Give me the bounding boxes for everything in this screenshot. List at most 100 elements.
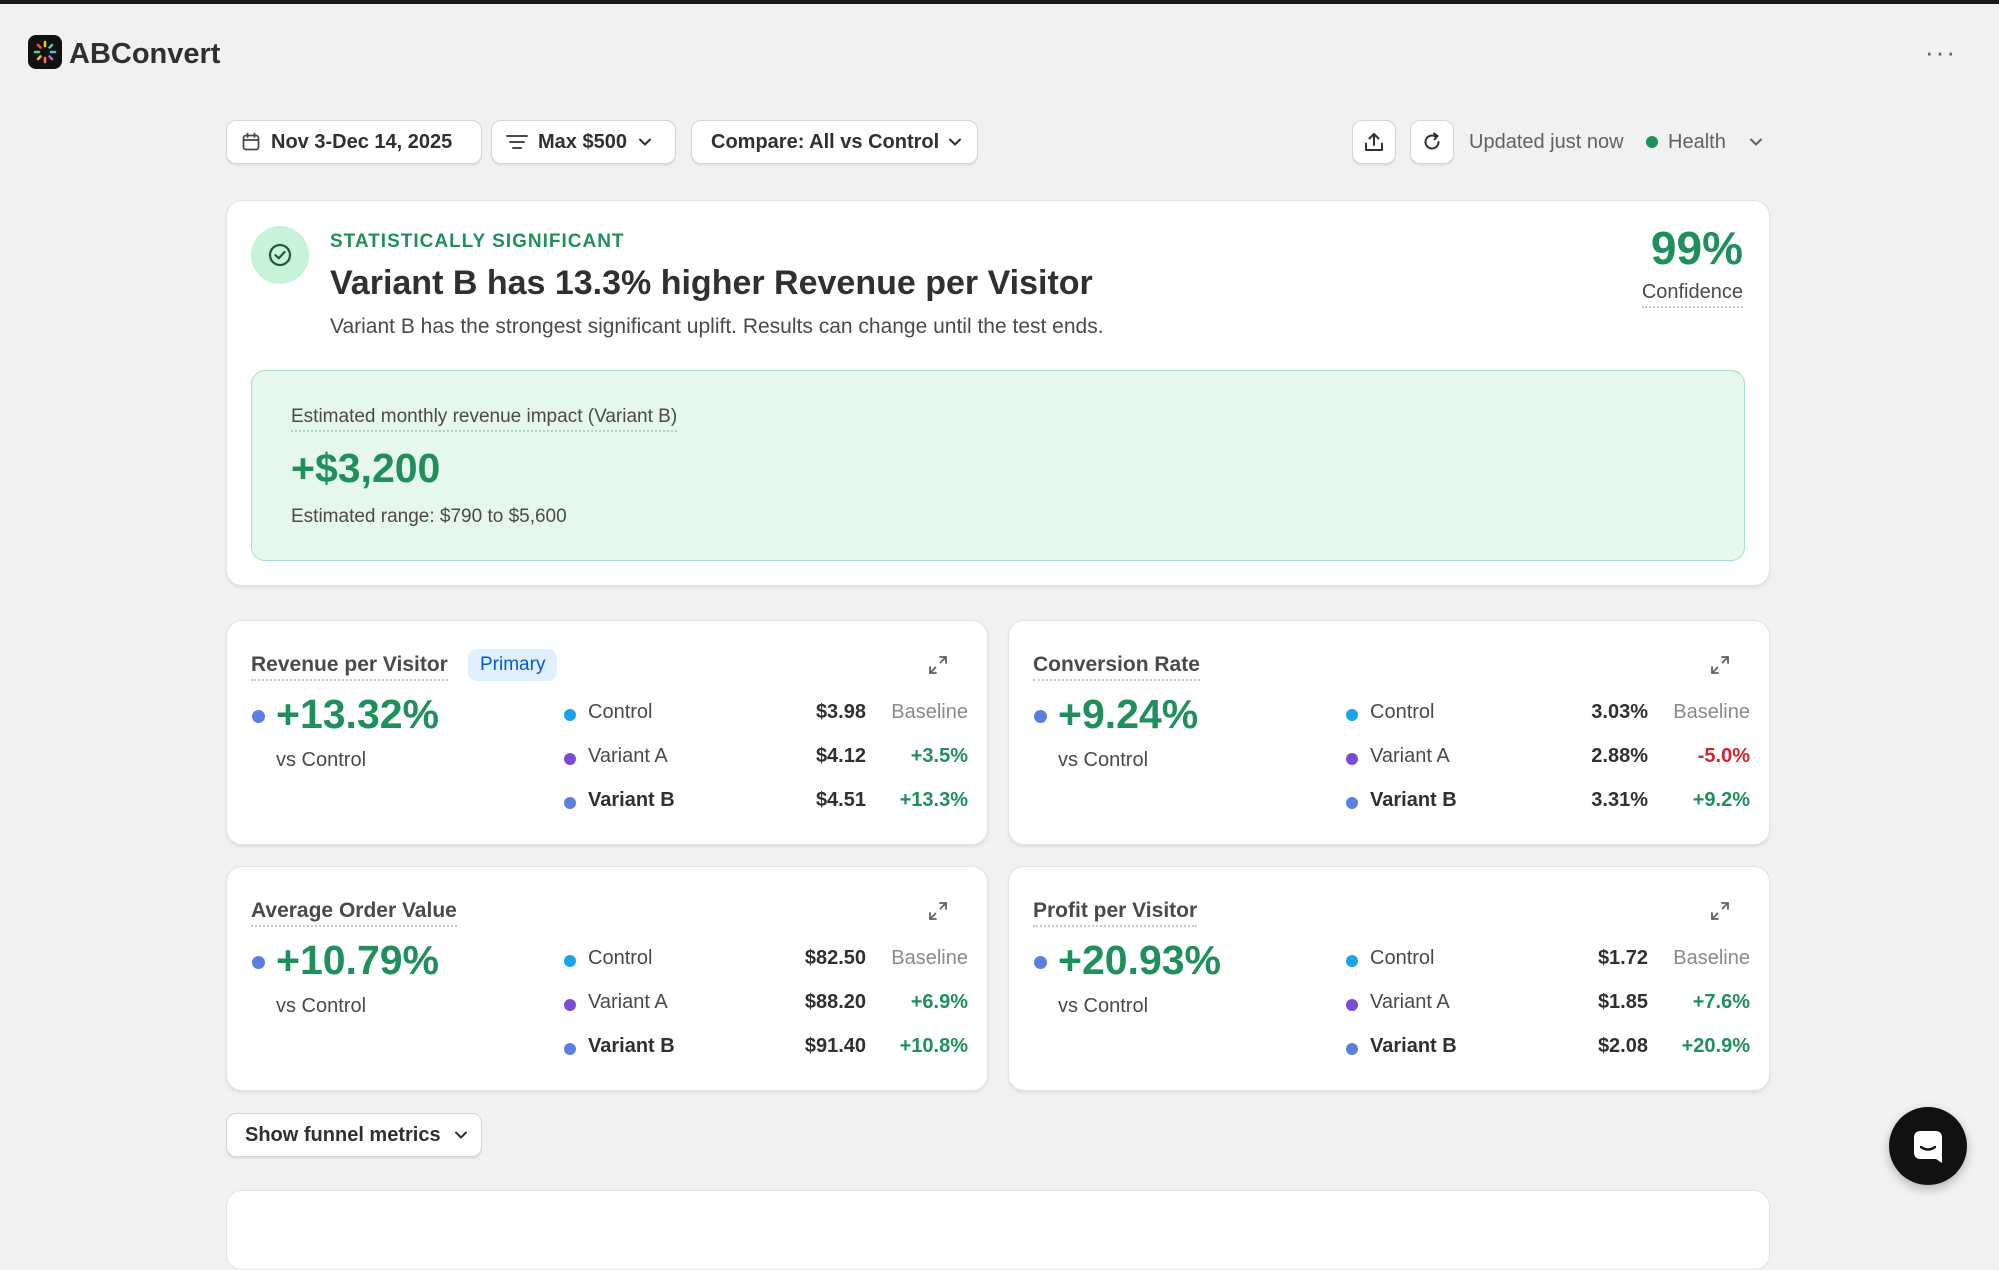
variant-name: Variant A [1370, 745, 1450, 767]
toolbar: Nov 3-Dec 14, 2025 Max $500 Compare: All… [226, 120, 1770, 164]
variant-delta: +7.6% [1692, 991, 1750, 1013]
compare-dropdown[interactable]: Compare: All vs Control [691, 120, 978, 164]
variant-name: Variant B [588, 789, 675, 811]
primary-badge: Primary [468, 649, 558, 681]
variant-b-dot [252, 956, 265, 969]
variant-value: $3.98 [815, 701, 866, 723]
metric-title[interactable]: Conversion Rate [1033, 653, 1200, 681]
impact-range: Estimated range: $790 to $5,600 [291, 506, 567, 527]
variant-value: $1.72 [1597, 947, 1648, 969]
metric-title[interactable]: Average Order Value [251, 899, 457, 927]
variant-delta: Baseline [1673, 701, 1750, 723]
metric-card-average-order-value: Average Order Value +10.79% vs Control C… [226, 866, 988, 1091]
filter-icon [506, 135, 528, 149]
variant-row-control: Control $82.50 Baseline [564, 945, 968, 989]
calendar-icon [242, 132, 260, 151]
expand-icon[interactable] [927, 654, 949, 676]
control-dot [1346, 709, 1358, 721]
variant-rows: Control $82.50 Baseline Variant A $88.20… [564, 945, 968, 1077]
variant-delta: +13.3% [899, 789, 968, 811]
control-dot [564, 955, 576, 967]
variant-a-dot [564, 999, 576, 1011]
variant-value: $1.85 [1597, 991, 1648, 1013]
more-options-button[interactable]: ··· [1925, 37, 1957, 67]
impact-label[interactable]: Estimated monthly revenue impact (Varian… [291, 406, 678, 432]
variant-b-dot [1034, 956, 1047, 969]
updated-status: Updated just now [1469, 131, 1624, 153]
variant-value: $4.51 [815, 789, 866, 811]
variant-a-dot [564, 753, 576, 765]
variant-row-control: Control 3.03% Baseline [1346, 699, 1750, 743]
abconvert-logo-icon [28, 35, 62, 69]
metric-uplift: +10.79% [276, 937, 439, 983]
variant-delta: +3.5% [910, 745, 968, 767]
chevron-down-icon [454, 1131, 467, 1139]
next-section-card [226, 1190, 1770, 1270]
metric-comparison-label: vs Control [1058, 995, 1149, 1017]
variant-name: Variant B [1370, 1035, 1457, 1057]
metric-title[interactable]: Profit per Visitor [1033, 899, 1198, 927]
health-dropdown[interactable]: Health [1646, 120, 1764, 164]
confidence-label[interactable]: Confidence [1641, 281, 1743, 308]
metric-title[interactable]: Revenue per Visitor [251, 653, 448, 681]
variant-name: Control [588, 701, 653, 723]
chevron-down-icon [949, 138, 962, 146]
variant-b-dot [1346, 797, 1358, 809]
date-range-picker[interactable]: Nov 3-Dec 14, 2025 [226, 120, 482, 164]
variant-a-dot [1346, 753, 1358, 765]
metric-uplift: +13.32% [276, 691, 439, 737]
variant-delta: -5.0% [1697, 745, 1750, 767]
expand-icon[interactable] [927, 900, 949, 922]
variant-rows: Control $1.72 Baseline Variant A $1.85 +… [1346, 945, 1750, 1077]
filter-dropdown[interactable]: Max $500 [491, 120, 676, 164]
variant-name: Control [1370, 701, 1435, 723]
variant-value: $4.12 [815, 745, 866, 767]
variant-b-dot [564, 1043, 576, 1055]
compare-label: Compare: All vs Control [711, 130, 940, 153]
upload-icon [1365, 133, 1383, 151]
significance-label: STATISTICALLY SIGNIFICANT [330, 231, 625, 252]
variant-name: Variant B [1370, 789, 1457, 811]
expand-icon[interactable] [1709, 654, 1731, 676]
variant-row-b: Variant B $2.08 +20.9% [1346, 1033, 1750, 1077]
control-dot [1346, 955, 1358, 967]
export-button[interactable] [1352, 120, 1396, 164]
variant-delta: +10.8% [899, 1035, 968, 1057]
metric-card-profit-per-visitor: Profit per Visitor +20.93% vs Control Co… [1008, 866, 1770, 1091]
show-funnel-metrics-button[interactable]: Show funnel metrics [226, 1113, 482, 1157]
metric-uplift: +9.24% [1058, 691, 1199, 737]
result-summary-card: STATISTICALLY SIGNIFICANT Variant B has … [226, 200, 1770, 586]
date-range-label: Nov 3-Dec 14, 2025 [271, 130, 453, 153]
refresh-button[interactable] [1410, 120, 1454, 164]
variant-delta: Baseline [891, 947, 968, 969]
variant-row-control: Control $1.72 Baseline [1346, 945, 1750, 989]
variant-b-dot [1034, 710, 1047, 723]
app-header: ABConvert ··· [0, 4, 1999, 96]
variant-b-dot [1346, 1043, 1358, 1055]
control-dot [564, 709, 576, 721]
result-subtitle: Variant B has the strongest significant … [330, 315, 1104, 338]
app-title: ABConvert [69, 38, 221, 70]
variant-name: Variant A [588, 745, 668, 767]
variant-name: Variant A [1370, 991, 1450, 1013]
variant-value: 2.88% [1591, 745, 1648, 767]
variant-value: $2.08 [1597, 1035, 1648, 1057]
variant-row-b: Variant B $4.51 +13.3% [564, 787, 968, 831]
impact-value: +$3,200 [291, 445, 441, 491]
metric-card-conversion-rate: Conversion Rate +9.24% vs Control Contro… [1008, 620, 1770, 845]
variant-value: 3.31% [1591, 789, 1648, 811]
variant-delta: Baseline [891, 701, 968, 723]
variant-delta: Baseline [1673, 947, 1750, 969]
variant-row-a: Variant A $88.20 +6.9% [564, 989, 968, 1033]
chat-launcher-button[interactable] [1889, 1107, 1967, 1185]
expand-icon[interactable] [1709, 900, 1731, 922]
variant-row-control: Control $3.98 Baseline [564, 699, 968, 743]
chevron-down-icon [1749, 138, 1762, 146]
metric-card-revenue-per-visitor: Revenue per Visitor Primary +13.32% vs C… [226, 620, 988, 845]
health-status-dot [1646, 136, 1658, 148]
top-border [0, 0, 1999, 4]
variant-value: $88.20 [804, 991, 866, 1013]
variant-row-a: Variant A 2.88% -5.0% [1346, 743, 1750, 787]
funnel-toggle-label: Show funnel metrics [245, 1123, 441, 1146]
confidence-value: 99% [1650, 222, 1743, 274]
